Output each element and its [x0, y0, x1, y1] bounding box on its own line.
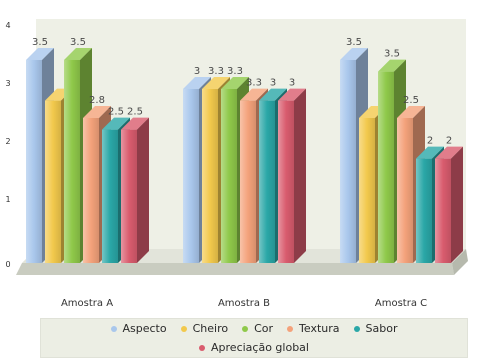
plot-floor-front	[16, 263, 454, 275]
bar	[121, 117, 149, 263]
value-label: 3.5	[346, 37, 362, 48]
value-label: 3.5	[70, 37, 86, 48]
x-tick-label: Amostra B	[218, 298, 270, 309]
legend-row: Aspecto Cheiro Cor Textura Sabor	[41, 319, 467, 338]
bar-front	[416, 158, 432, 263]
value-label: 3.5	[384, 49, 400, 60]
legend-item: Textura	[287, 322, 340, 335]
bar-front	[202, 89, 218, 263]
y-axis-ticks: 0 1 2 3 4	[5, 21, 10, 269]
value-label: 3	[194, 66, 200, 77]
bar-front	[340, 60, 356, 263]
value-label: 2.8	[89, 95, 105, 106]
x-tick-label: Amostra C	[375, 298, 427, 309]
bar-top	[416, 146, 444, 159]
legend-label: Cheiro	[192, 322, 229, 335]
legend-item: Cheiro	[180, 322, 229, 335]
bar-side	[137, 117, 149, 263]
bar-front	[26, 60, 42, 263]
bar-top	[64, 48, 92, 60]
y-tick-label: 2	[5, 137, 10, 146]
value-label: 2.5	[403, 95, 419, 106]
value-label: 3.3	[246, 78, 262, 89]
bar-front	[359, 118, 375, 263]
bar-top	[183, 77, 211, 89]
legend-swatch	[242, 325, 249, 332]
bar-front	[102, 129, 118, 263]
bar	[278, 88, 306, 263]
bars	[26, 48, 463, 263]
bar-front	[259, 100, 275, 263]
x-axis-ticks: Amostra A Amostra B Amostra C	[61, 298, 427, 309]
legend-swatch	[353, 325, 360, 332]
bar-side	[294, 88, 306, 263]
y-tick-label: 3	[5, 79, 10, 88]
legend-item: Cor	[242, 322, 273, 335]
bar-front	[45, 100, 61, 263]
bar-front	[183, 89, 199, 263]
bar-front	[83, 118, 99, 263]
x-tick-label: Amostra A	[61, 298, 113, 309]
value-label: 3.3	[208, 66, 224, 77]
bar-top	[435, 146, 463, 159]
bar-top	[278, 88, 306, 101]
value-label: 2	[427, 136, 433, 147]
legend-item: Apreciação global	[199, 341, 309, 354]
bar-top	[378, 59, 406, 72]
legend-label: Aspecto	[122, 322, 167, 335]
bar-top	[121, 117, 149, 130]
bar-top	[397, 106, 425, 118]
value-label: 2.5	[127, 107, 143, 118]
bar-top	[240, 88, 268, 101]
bar-front	[121, 129, 137, 263]
legend-item: Sabor	[353, 322, 398, 335]
bar-top	[26, 48, 54, 60]
y-tick-label: 4	[5, 21, 10, 30]
legend-label: Sabor	[365, 322, 398, 335]
legend-label: Textura	[299, 322, 340, 335]
value-label: 3.5	[32, 37, 48, 48]
bar-side	[451, 146, 463, 263]
value-labels: 3.5 3.52.82.5 2.53 3.3 3.33.3 3 33.53.52.52 2	[32, 37, 452, 147]
legend-swatch	[287, 325, 294, 332]
legend-swatch	[110, 325, 117, 332]
plot-floor-side	[452, 249, 468, 275]
legend-swatch	[180, 325, 187, 332]
bar-top	[340, 48, 368, 60]
y-tick-label: 0	[5, 260, 10, 269]
legend-label: Cor	[254, 322, 274, 335]
bar-top	[83, 106, 111, 118]
bar	[435, 146, 463, 263]
value-label: 3.3	[227, 66, 243, 77]
bar-top	[221, 77, 249, 89]
bar-front	[435, 158, 451, 263]
legend-item: Aspecto	[110, 322, 167, 335]
legend: Aspecto Cheiro Cor Textura Sabor Apreciação …	[40, 318, 468, 358]
bar-front	[221, 89, 237, 263]
legend-label: Apreciação global	[211, 341, 309, 354]
y-tick-label: 1	[5, 195, 10, 204]
bar-top	[102, 117, 130, 130]
bar-front	[378, 71, 394, 263]
value-label: 3	[270, 78, 276, 89]
value-label: 3	[289, 78, 295, 89]
bar-front	[64, 60, 80, 263]
bar-front	[240, 100, 256, 263]
bar-top	[259, 88, 287, 101]
bar-top	[202, 77, 230, 89]
value-label: 2	[446, 136, 452, 147]
bar-front	[397, 118, 413, 263]
legend-swatch	[199, 344, 206, 351]
value-label: 2.5	[108, 107, 124, 118]
legend-row: Apreciação global	[41, 338, 467, 357]
bar-front	[278, 100, 294, 263]
